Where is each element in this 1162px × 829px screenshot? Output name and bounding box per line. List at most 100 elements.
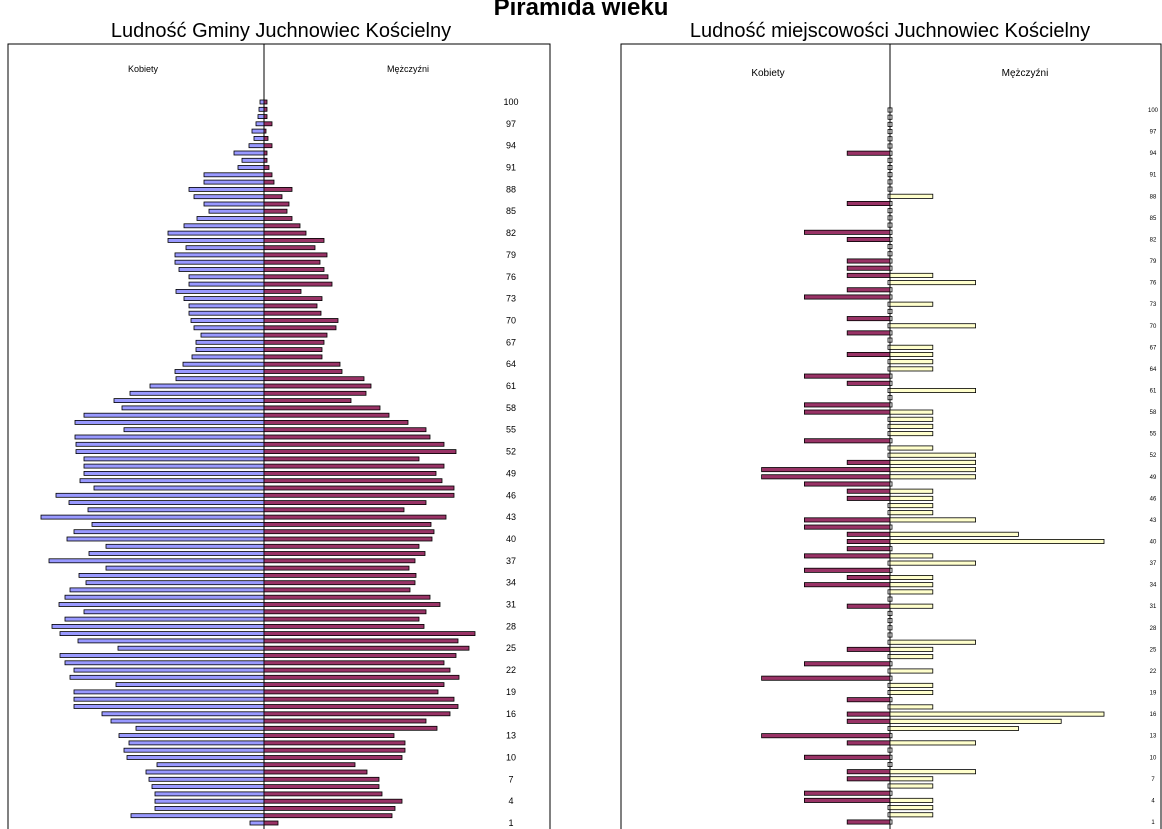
bar-left-age-10 (126, 755, 265, 760)
bar-right-age-30 (889, 610, 893, 616)
tick-label: 28 (506, 621, 516, 631)
bar-right-age-52 (889, 452, 976, 458)
bar-right-age-19 (889, 690, 934, 696)
bar-right-age-89 (889, 186, 893, 192)
bar-left-age-35 (78, 573, 265, 578)
bar-left-age-63 (174, 369, 265, 374)
bar-left-age-38 (804, 553, 891, 559)
bar-left-age-60 (129, 390, 265, 396)
tick-label: 94 (506, 141, 516, 151)
bar-right-age-95 (263, 135, 269, 141)
tick-label: 64 (1150, 367, 1157, 373)
bar-left-age-56 (74, 419, 265, 425)
tick-label: 10 (1150, 755, 1157, 761)
tick-label: 91 (506, 163, 516, 173)
bar-right-age-3 (263, 806, 396, 811)
bar-right-age-72 (889, 308, 893, 314)
bar-right-age-88 (263, 186, 293, 192)
bar-left-age-38 (88, 551, 265, 556)
bar-right-age-14 (889, 726, 1019, 732)
tick-label: 100 (503, 97, 518, 107)
bar-right-age-39 (263, 543, 420, 549)
bar-left-age-74 (175, 288, 265, 294)
bar-left-age-66 (195, 347, 265, 353)
bar-left-age-23 (64, 660, 265, 666)
bar-right-age-62 (889, 380, 893, 386)
bar-right-age-70 (889, 323, 976, 329)
bar-left-age-100 (259, 99, 265, 105)
bar-left-age-71 (188, 310, 265, 316)
bar-right-age-13 (263, 733, 395, 738)
tick-label: 40 (1150, 540, 1157, 546)
bar-left-age-50 (761, 467, 891, 473)
bar-right-age-70 (263, 318, 339, 323)
bar-right-age-71 (889, 316, 893, 322)
bar-right-age-93 (889, 157, 893, 163)
tick-label: 16 (506, 709, 516, 719)
bar-right-age-74 (889, 294, 893, 300)
bar-left-age-48 (79, 478, 265, 484)
bar-right-age-88 (889, 193, 934, 199)
bar-left-age-41 (73, 529, 265, 535)
bar-right-age-46 (263, 492, 455, 498)
bar-left-age-59 (113, 398, 265, 404)
tick-label: 43 (1150, 518, 1157, 524)
bar-right-age-96 (263, 128, 267, 134)
tick-label: 88 (1150, 194, 1157, 200)
bar-left-age-95 (253, 135, 265, 141)
bar-right-age-6 (263, 784, 380, 789)
bar-right-age-76 (263, 274, 329, 280)
bar-left-age-45 (68, 500, 265, 506)
bar-right-age-25 (889, 646, 934, 652)
bar-right-age-65 (889, 359, 934, 365)
bar-right-age-87 (889, 200, 893, 206)
tick-label: 22 (1150, 669, 1157, 675)
tick-label: 79 (1150, 259, 1157, 265)
bar-right-age-1 (263, 820, 279, 826)
bar-left-age-99 (258, 106, 265, 112)
tick-label: 31 (506, 600, 516, 610)
bar-right-age-8 (263, 769, 368, 775)
bar-right-age-83 (889, 229, 893, 235)
bar-left-age-50 (83, 463, 265, 469)
tick-label: 10 (506, 753, 516, 763)
bar-left-age-14 (135, 725, 265, 731)
bar-right-age-69 (263, 325, 337, 331)
bar-right-age-81 (263, 237, 325, 243)
bar-left-age-73 (183, 296, 265, 302)
bar-right-age-2 (263, 813, 393, 819)
tick-label: 37 (1150, 561, 1157, 567)
bar-right-age-41 (263, 529, 435, 535)
tick-label: 58 (506, 403, 516, 413)
bar-right-age-21 (889, 675, 893, 681)
tick-label: 67 (1150, 345, 1157, 351)
bar-right-age-67 (889, 344, 934, 350)
bar-right-age-19 (263, 689, 439, 695)
bar-right-age-99 (889, 114, 893, 120)
chart-title: Ludność Gminy Juchnowiec Kościelny (111, 20, 451, 42)
bar-right-age-4 (889, 797, 934, 803)
bar-right-age-17 (889, 704, 934, 710)
tick-label: 55 (506, 425, 516, 435)
bar-left-age-68 (200, 332, 265, 338)
bar-left-age-7 (846, 776, 891, 782)
tick-label: 37 (506, 556, 516, 566)
chart-municipality: Ludność Gminy Juchnowiec Kościelny Kobie… (7, 20, 551, 829)
age-tick-labels: 1 4 7 10 13 16 19 22 25 28 31 34 37 40 43 46 49 52 55 58 61 6… (1148, 108, 1159, 826)
bar-right-age-54 (263, 434, 431, 440)
bar-left-age-15 (110, 718, 265, 724)
tick-label: 82 (506, 228, 516, 238)
tick-label: 1 (508, 818, 513, 828)
bar-right-age-15 (889, 718, 1062, 724)
bar-right-age-95 (889, 143, 893, 149)
bar-left-age-69 (846, 330, 891, 336)
bar-right-age-74 (263, 288, 302, 294)
tick-label: 34 (1150, 583, 1157, 589)
bar-left-age-16 (101, 711, 265, 717)
bar-right-age-83 (263, 223, 301, 229)
bar-right-age-59 (889, 402, 893, 408)
bar-right-age-20 (263, 682, 445, 687)
tick-label: 73 (1150, 302, 1157, 308)
bar-right-age-39 (889, 546, 893, 552)
